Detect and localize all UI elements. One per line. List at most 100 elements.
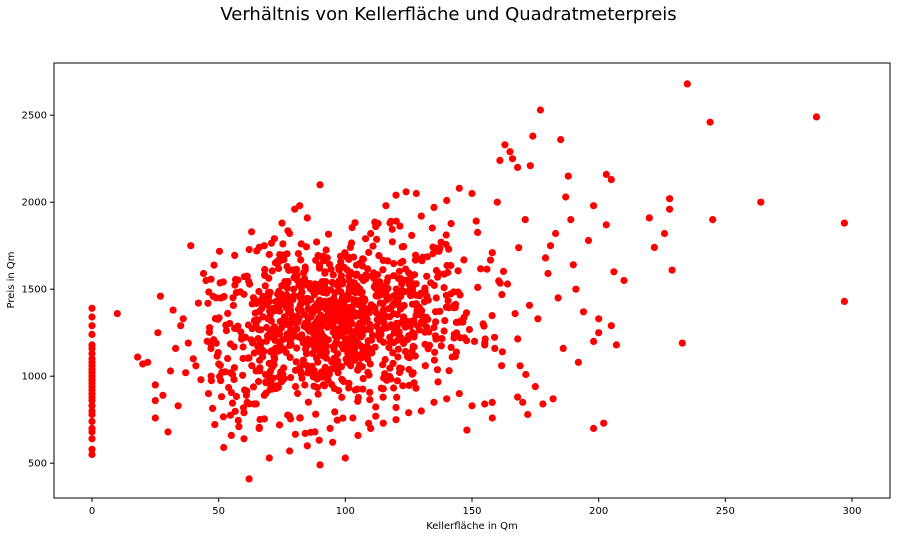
data-point <box>194 299 202 307</box>
data-point <box>389 310 398 318</box>
data-point <box>189 355 197 363</box>
data-point <box>372 292 380 300</box>
data-point <box>357 342 365 350</box>
data-point <box>315 436 323 444</box>
data-point <box>293 312 302 320</box>
data-point <box>245 277 253 285</box>
data-point <box>324 230 333 238</box>
data-point <box>521 216 529 224</box>
data-point <box>88 355 96 363</box>
data-point <box>228 399 237 407</box>
data-point <box>270 235 278 243</box>
data-point <box>374 332 382 340</box>
data-point <box>607 176 615 184</box>
data-point <box>353 283 361 291</box>
data-point <box>338 320 346 328</box>
data-point <box>345 287 353 295</box>
data-point <box>368 331 377 339</box>
data-point <box>250 349 258 357</box>
data-point <box>607 322 615 330</box>
data-point <box>840 297 849 305</box>
data-point <box>197 376 205 384</box>
data-point <box>454 267 462 275</box>
data-point <box>333 416 341 424</box>
data-point <box>402 188 410 196</box>
data-point <box>215 247 224 255</box>
data-point <box>514 335 522 343</box>
data-point <box>429 250 437 258</box>
data-point <box>709 216 717 224</box>
data-point <box>436 307 444 315</box>
data-point <box>488 249 496 257</box>
data-point <box>443 196 451 205</box>
data-point <box>248 362 256 370</box>
data-point <box>279 317 287 325</box>
data-point <box>301 381 309 389</box>
data-point <box>286 353 294 361</box>
data-point <box>341 336 349 344</box>
data-point <box>447 220 455 228</box>
data-point <box>263 323 271 332</box>
data-point <box>222 327 230 335</box>
data-point <box>275 330 284 338</box>
data-point <box>372 279 380 288</box>
data-point <box>418 257 426 265</box>
data-point <box>372 403 380 411</box>
data-point <box>562 193 570 201</box>
data-point <box>238 335 246 343</box>
data-point <box>365 248 373 256</box>
data-point <box>511 310 519 318</box>
data-point <box>268 363 276 371</box>
data-point <box>359 348 367 356</box>
data-point <box>234 322 242 330</box>
data-point <box>275 264 283 272</box>
data-point <box>239 371 247 379</box>
data-point <box>572 285 580 293</box>
data-point <box>349 296 357 304</box>
data-point <box>340 301 348 309</box>
data-point <box>370 274 378 282</box>
data-point <box>312 410 320 418</box>
data-point <box>215 360 223 368</box>
data-point <box>379 266 387 274</box>
data-point <box>432 294 440 302</box>
data-point <box>328 278 336 287</box>
data-point <box>316 461 324 469</box>
data-point <box>448 353 456 361</box>
data-point <box>311 341 320 349</box>
data-point <box>265 250 273 258</box>
data-point <box>666 195 674 203</box>
data-point <box>412 189 420 198</box>
data-point <box>272 298 280 306</box>
data-point <box>261 271 269 279</box>
data-point <box>610 268 618 276</box>
data-point <box>393 296 401 304</box>
data-point <box>388 225 396 233</box>
data-point <box>397 334 405 342</box>
data-point <box>287 374 295 382</box>
data-point <box>301 263 309 271</box>
data-point <box>321 268 329 276</box>
data-point <box>247 336 255 344</box>
data-point <box>549 395 557 403</box>
data-point <box>255 424 263 432</box>
data-point <box>425 341 434 349</box>
data-point <box>210 261 218 269</box>
data-point <box>164 428 172 436</box>
data-point <box>410 331 418 339</box>
data-point <box>315 264 324 272</box>
data-point <box>192 362 200 370</box>
data-point <box>405 269 413 277</box>
data-point <box>250 400 258 408</box>
data-point <box>216 372 224 381</box>
x-tick-label: 150 <box>462 506 481 517</box>
data-point <box>219 413 227 421</box>
data-point <box>320 382 329 390</box>
data-point <box>88 322 96 330</box>
data-point <box>311 286 319 294</box>
data-point <box>312 256 320 264</box>
data-point <box>567 216 575 224</box>
data-point <box>271 336 279 344</box>
data-point <box>372 309 381 317</box>
data-point <box>309 308 318 316</box>
